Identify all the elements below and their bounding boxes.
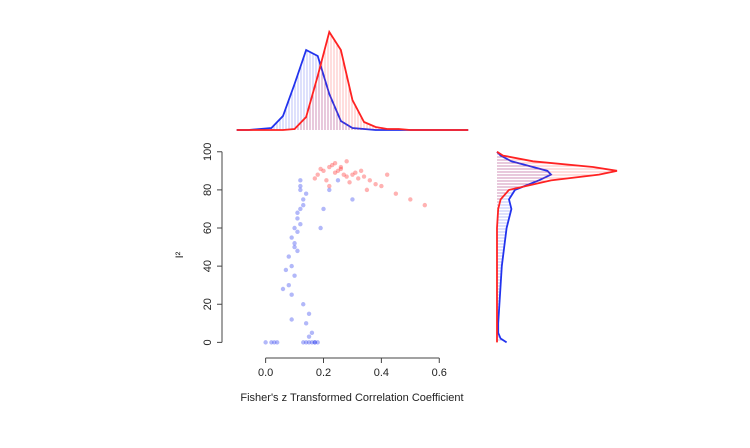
scatter-point [338, 166, 344, 172]
scatter-point [350, 197, 355, 202]
scatter-point [335, 178, 341, 183]
y-tick-label: 0 [202, 339, 214, 345]
scatter-point [306, 311, 312, 316]
scatter-point [286, 282, 291, 288]
y-tick-label: 20 [202, 298, 214, 310]
scatter-point [303, 340, 309, 345]
scatter-point [312, 176, 318, 181]
scatter-point [263, 340, 268, 345]
x-tick-label: 0.4 [374, 367, 389, 379]
scatter-point [393, 191, 399, 196]
scatter-point [384, 172, 390, 177]
scatter-point [315, 172, 320, 177]
scatter-point [356, 176, 361, 181]
y-tick-label: 100 [202, 143, 214, 161]
scatter-point [298, 221, 303, 227]
x-axis-label: Fisher's z Transformed Correlation Coeff… [240, 392, 463, 404]
scatter-point [344, 174, 349, 179]
scatter-point [338, 164, 344, 170]
scatter-point [422, 202, 427, 208]
scatter-point [295, 216, 300, 221]
scatter-point [324, 178, 329, 183]
scatter-point [312, 340, 318, 345]
x-tick-label: 0.6 [432, 367, 447, 379]
scatter-point [361, 174, 367, 179]
scatter-point [364, 187, 370, 193]
scatter-point [283, 267, 289, 273]
scatter-point [289, 292, 294, 297]
y-tick-label: 40 [202, 260, 214, 272]
scatter-point [335, 168, 341, 174]
scatter-point [286, 254, 291, 259]
scatter-point [303, 191, 309, 196]
density-line [236, 29, 469, 131]
scatter-point [289, 235, 294, 240]
scatter-point [289, 317, 294, 322]
scatter-point [373, 181, 378, 187]
density-area [497, 151, 617, 343]
scatter-point [327, 187, 332, 193]
scatter-point [329, 162, 335, 168]
scatter-point [408, 197, 413, 202]
scatter-point [358, 168, 364, 174]
y-tick-label: 80 [202, 184, 214, 196]
scatter-point [318, 225, 323, 231]
scatter-point [289, 263, 294, 269]
scatter-point [275, 340, 280, 345]
scatter-point [301, 197, 306, 202]
scatter-point [318, 166, 323, 172]
scatter-point [295, 248, 300, 254]
scatter-point [292, 273, 297, 278]
scatter-point [298, 183, 303, 189]
scatter-point [306, 334, 312, 339]
scatter-point [344, 159, 349, 164]
scatter-point [292, 225, 297, 231]
scatter-point [295, 229, 300, 235]
scatter-point [298, 178, 303, 183]
scatter-point [347, 180, 352, 185]
scatter-point [303, 321, 309, 326]
scatter-point [301, 340, 306, 345]
scatter-point [292, 241, 297, 246]
scatter-point [312, 340, 318, 345]
scatter-point [309, 340, 315, 345]
x-tick-label: 0.0 [258, 367, 273, 379]
scatter-point [298, 206, 303, 212]
scatter-point [301, 202, 306, 208]
scatter-point [353, 170, 358, 175]
scatter-point [327, 164, 332, 170]
scatter-point [269, 340, 274, 345]
scatter-point [295, 210, 300, 215]
scatter-point [327, 183, 332, 189]
scatter-point [321, 168, 326, 174]
scatter-point [272, 340, 277, 345]
density-line [496, 151, 618, 343]
scatter-point [367, 178, 373, 183]
scatter-point [379, 183, 384, 189]
scatter-point [350, 172, 355, 177]
y-axis-label: I² [174, 251, 186, 258]
scatter-point [280, 286, 286, 292]
x-tick-label: 0.2 [316, 367, 331, 379]
scatter-point [332, 161, 338, 166]
scatter-point [315, 340, 320, 345]
scatter-point [301, 302, 306, 307]
scatter-point [309, 330, 315, 336]
density-area [236, 50, 469, 130]
scatter-point [332, 170, 338, 175]
scatter-point [341, 172, 346, 177]
scatter-point [298, 187, 303, 193]
density-area [236, 32, 469, 130]
scatter-point [306, 340, 312, 345]
scatter-point [321, 206, 326, 212]
scatter-point [292, 244, 297, 250]
y-tick-label: 60 [202, 222, 214, 234]
